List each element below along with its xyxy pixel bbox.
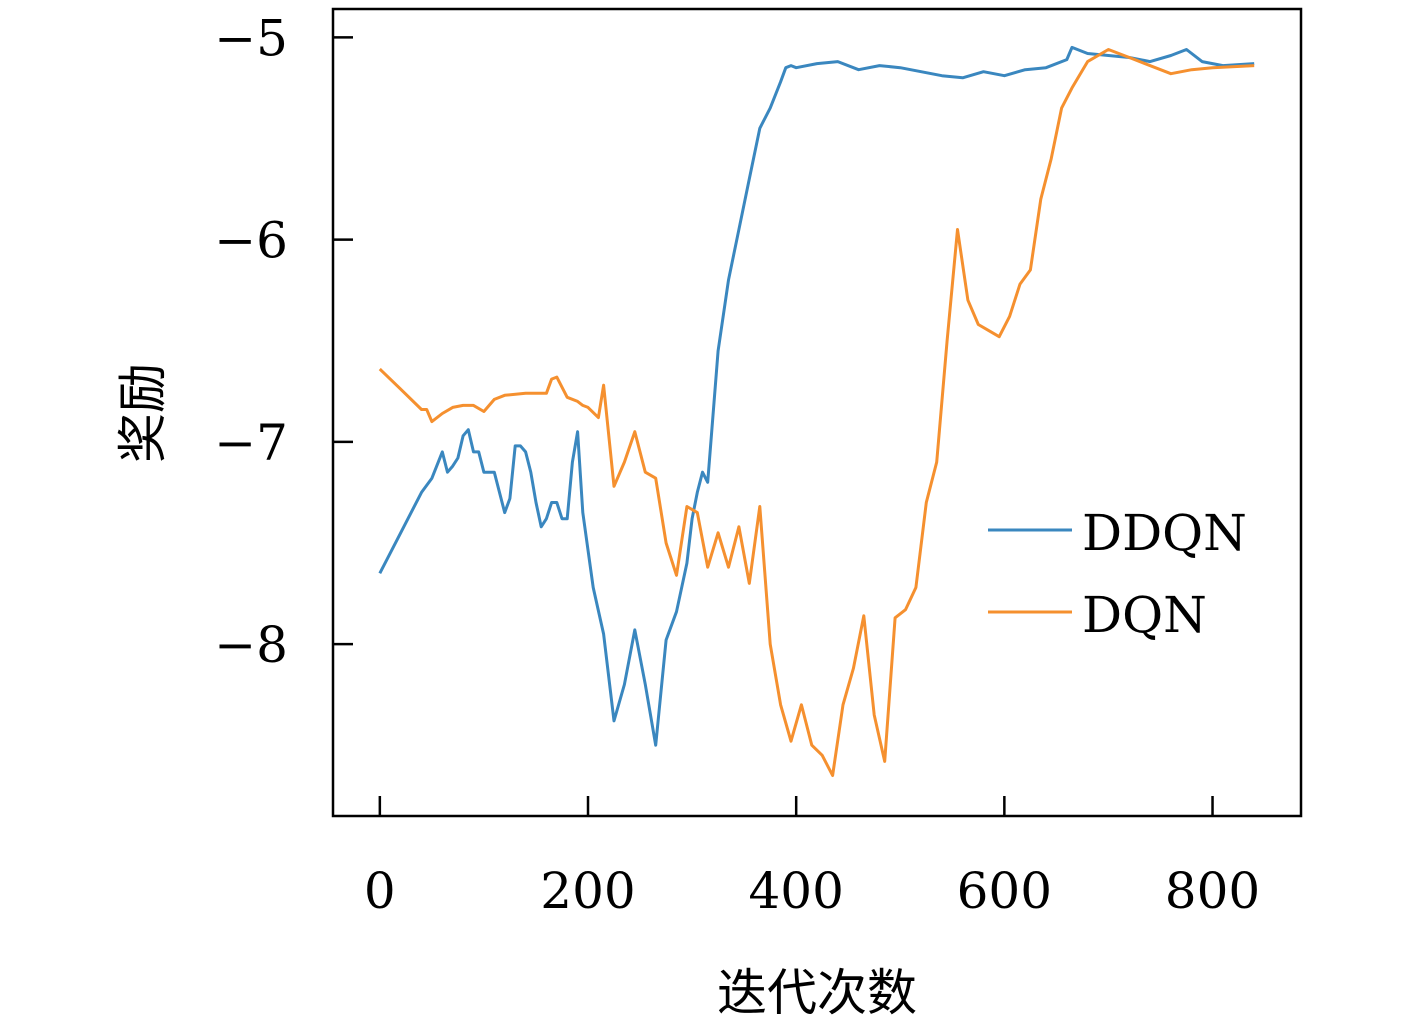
x-tick-label: 600 xyxy=(957,862,1052,920)
x-axis-label: 迭代次数 xyxy=(717,964,917,1022)
legend-label-ddqn: DDQN xyxy=(1082,504,1247,562)
ticks-layer: 0 200 400 600 800 −5 −6 −7 −8 xyxy=(214,9,1260,920)
y-tick-label: −7 xyxy=(214,414,288,472)
legend-label-dqn: DQN xyxy=(1082,586,1207,644)
y-tick-label: −6 xyxy=(214,212,288,270)
plot-frame xyxy=(331,7,1303,818)
series-line-dqn xyxy=(378,48,1255,777)
x-tick-label: 400 xyxy=(748,862,843,920)
x-tick-label: 800 xyxy=(1165,862,1260,920)
y-tick-label: −5 xyxy=(214,9,288,67)
y-tick-label: −8 xyxy=(214,616,288,674)
series-layer xyxy=(378,45,1255,777)
legend: DDQN DQN xyxy=(988,504,1247,644)
series-line-ddqn xyxy=(378,45,1255,747)
x-tick-label: 0 xyxy=(364,862,396,920)
x-tick-label: 200 xyxy=(540,862,635,920)
y-axis-label: 奖励 xyxy=(114,363,172,463)
